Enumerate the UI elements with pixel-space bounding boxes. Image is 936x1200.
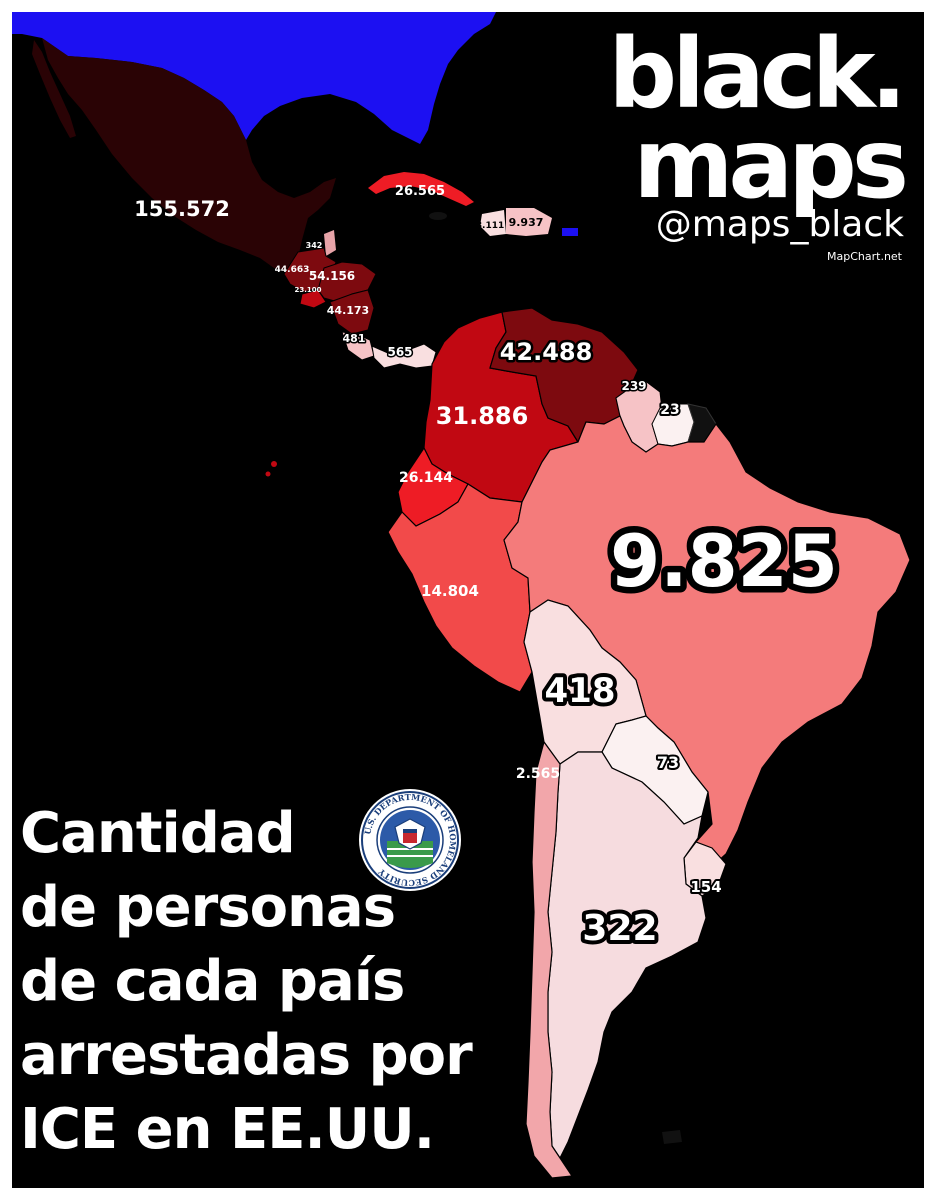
title-line-5: ICE en EE.UU. bbox=[20, 1097, 435, 1162]
map-region-dominican-republic bbox=[506, 208, 552, 236]
map-region-el-salvador bbox=[299, 289, 327, 309]
map-region-baja-california bbox=[32, 40, 76, 138]
map-region-chile bbox=[525, 740, 574, 1179]
title-line-2: de personas bbox=[20, 875, 396, 940]
label-chile: 2.565 bbox=[516, 766, 560, 782]
label-haiti: 8.111 bbox=[476, 221, 504, 231]
map-credit: MapChart.net bbox=[827, 250, 902, 263]
map-region-belize bbox=[324, 230, 336, 256]
label-belize: 342 bbox=[306, 241, 323, 250]
dhs-seal-icon: U.S. DEPARTMENT OF HOMELAND SECURITY bbox=[359, 789, 461, 891]
label-peru: 14.804 bbox=[421, 582, 479, 600]
title-line-3: de cada país bbox=[20, 949, 405, 1014]
latin-america-map: 155.572 26.565 8.111 9.937 342 44.663 54… bbox=[12, 12, 911, 1179]
map-region-galapagos bbox=[265, 471, 271, 477]
label-uruguay: 154 bbox=[690, 878, 721, 896]
map-region-nicaragua bbox=[329, 289, 375, 335]
label-guyana: 239 bbox=[621, 379, 646, 393]
label-argentina: 322 bbox=[582, 908, 657, 949]
title-line-1: Cantidad bbox=[20, 801, 296, 866]
map-region-jamaica bbox=[429, 212, 447, 220]
label-guatemala: 44.663 bbox=[275, 265, 310, 275]
title-line-4: arrestadas por bbox=[20, 1023, 473, 1088]
label-el-salvador: 23.100 bbox=[294, 286, 321, 294]
label-mexico: 155.572 bbox=[134, 197, 230, 221]
label-brazil: 9.825 bbox=[610, 519, 838, 603]
label-paraguay: 73 bbox=[657, 753, 679, 772]
map-region-cuba bbox=[368, 172, 474, 206]
map-poster: 155.572 26.565 8.111 9.937 342 44.663 54… bbox=[12, 12, 924, 1188]
map-region-falklands bbox=[662, 1130, 682, 1144]
map-region-mexico bbox=[42, 38, 336, 270]
label-ecuador: 26.144 bbox=[399, 470, 453, 486]
label-dominican-republic: 9.937 bbox=[509, 216, 544, 229]
label-panama: 565 bbox=[387, 345, 412, 359]
label-cuba: 26.565 bbox=[395, 184, 445, 199]
social-handle: @maps_black bbox=[655, 204, 904, 245]
map-region-haiti bbox=[480, 210, 506, 236]
brand-line-1: black. bbox=[608, 18, 907, 130]
map-region-puerto-rico bbox=[562, 228, 578, 236]
label-nicaragua: 44.173 bbox=[327, 304, 369, 317]
map-region-usa bbox=[12, 12, 496, 144]
brand-line-2: maps bbox=[633, 108, 909, 220]
label-venezuela: 42.488 bbox=[500, 338, 593, 366]
label-colombia: 31.886 bbox=[436, 402, 529, 430]
label-costa-rica: 481 bbox=[343, 332, 366, 345]
label-honduras: 54.156 bbox=[309, 269, 355, 283]
map-region-galapagos bbox=[271, 461, 277, 467]
label-suriname: 23 bbox=[660, 402, 679, 418]
label-bolivia: 418 bbox=[545, 671, 616, 711]
poster-title: Cantidad de personas de cada país arrest… bbox=[20, 797, 473, 1167]
